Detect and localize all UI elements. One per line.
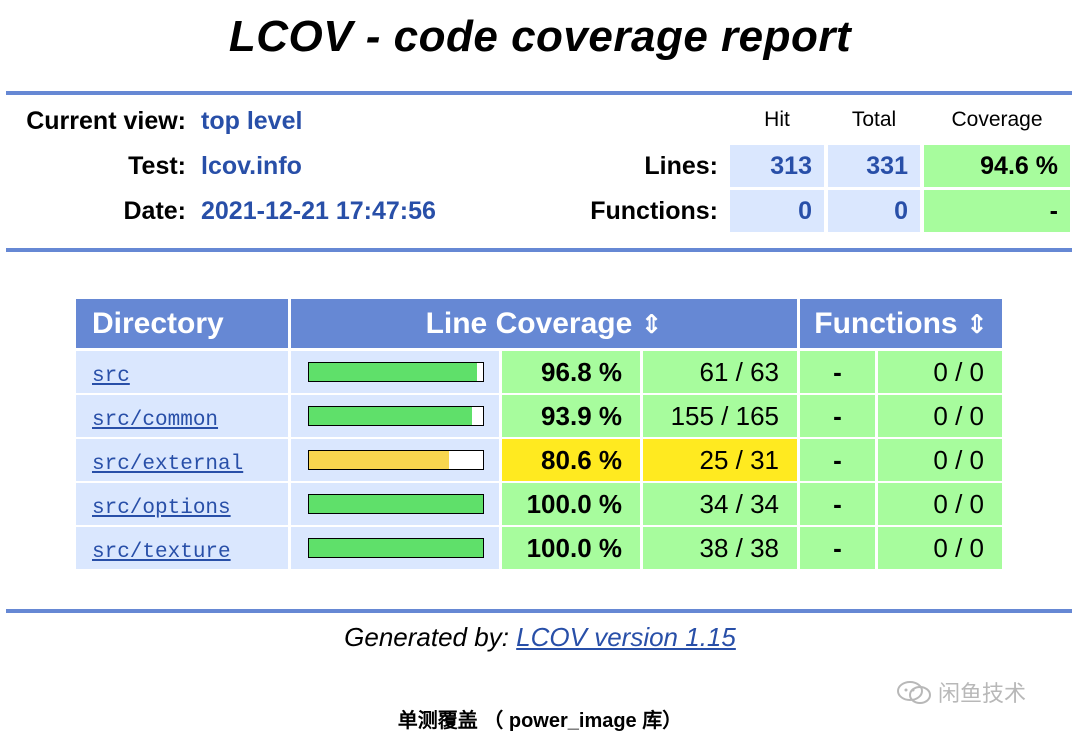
directory-link[interactable]: src/options <box>92 497 231 520</box>
summary-functions-coverage: - <box>924 190 1070 232</box>
test-value: lcov.info <box>201 152 302 180</box>
line-coverage-percent: 96.8 % <box>502 351 640 393</box>
directory-cell: src/external <box>76 439 288 481</box>
col-line-coverage-label: Line Coverage <box>425 307 633 340</box>
summary-lines-hit: 313 <box>730 145 824 187</box>
line-coverage-fraction: 155 / 165 <box>643 395 797 437</box>
function-coverage-rate: - <box>800 395 875 437</box>
line-coverage-percent: 100.0 % <box>502 483 640 525</box>
summary-lines-label: Lines: <box>644 152 718 180</box>
function-coverage-fraction: 0 / 0 <box>878 439 1002 481</box>
date-label: Date: <box>123 197 186 225</box>
page-title: LCOV - code coverage report <box>228 12 852 61</box>
coverage-bar-cell <box>291 483 499 525</box>
summary-col-coverage: Coverage <box>951 108 1043 131</box>
line-coverage-percent: 80.6 % <box>502 439 640 481</box>
col-directory-label: Directory <box>92 307 224 340</box>
line-coverage-fraction: 25 / 31 <box>643 439 797 481</box>
directory-cell: src/texture <box>76 527 288 569</box>
line-coverage-percent: 100.0 % <box>502 527 640 569</box>
directory-link[interactable]: src/common <box>92 409 219 432</box>
line-coverage-fraction: 38 / 38 <box>643 527 797 569</box>
directory-link[interactable]: src/external <box>92 453 244 476</box>
function-coverage-rate: - <box>800 351 875 393</box>
summary-functions-label: Functions: <box>590 197 718 225</box>
chat-bubble-icon <box>897 681 931 704</box>
caption: 单测覆盖 （ power_image 库） <box>397 710 683 732</box>
function-coverage-rate: - <box>800 439 875 481</box>
coverage-bar-fill <box>309 407 473 425</box>
function-coverage-fraction: 0 / 0 <box>878 527 1002 569</box>
function-coverage-fraction: 0 / 0 <box>878 483 1002 525</box>
coverage-bar <box>308 494 484 514</box>
directory-cell: src/options <box>76 483 288 525</box>
footer: Generated by: LCOV version 1.15 <box>0 622 1080 653</box>
function-coverage-rate: - <box>800 527 875 569</box>
coverage-bar-cell <box>291 395 499 437</box>
line-coverage-fraction: 34 / 34 <box>643 483 797 525</box>
coverage-bar <box>308 362 484 382</box>
test-label: Test: <box>128 152 186 180</box>
sort-icon[interactable]: ⇕ <box>965 309 988 339</box>
col-functions-label: Functions <box>814 307 958 340</box>
col-line-coverage[interactable]: Line Coverage ⇕ <box>291 299 797 348</box>
function-coverage-rate: - <box>800 483 875 525</box>
current-view-label: Current view: <box>26 107 186 135</box>
coverage-bar-fill <box>309 363 478 381</box>
date-value: 2021-12-21 17:47:56 <box>201 197 436 225</box>
line-coverage-fraction: 61 / 63 <box>643 351 797 393</box>
coverage-bar-fill <box>309 495 483 513</box>
generated-by-label: Generated by: <box>344 622 509 652</box>
watermark-text: 闲鱼技术 <box>938 681 1027 706</box>
coverage-bar-cell <box>291 527 499 569</box>
top-divider <box>6 91 1072 95</box>
coverage-bar-fill <box>309 451 450 469</box>
function-coverage-fraction: 0 / 0 <box>878 395 1002 437</box>
watermark: 闲鱼技术 <box>896 676 1026 708</box>
col-functions[interactable]: Functions ⇕ <box>800 299 1002 348</box>
directory-link[interactable]: src <box>92 365 130 388</box>
coverage-bar-cell <box>291 439 499 481</box>
footer-divider <box>6 609 1072 613</box>
directory-cell: src <box>76 351 288 393</box>
lcov-version-link[interactable]: LCOV version 1.15 <box>516 622 736 652</box>
coverage-bar <box>308 450 484 470</box>
directory-link[interactable]: src/texture <box>92 541 231 564</box>
summary-col-hit: Hit <box>764 108 790 131</box>
header-divider <box>6 248 1072 252</box>
sort-icon[interactable]: ⇕ <box>640 309 663 339</box>
summary-functions-total: 0 <box>828 190 920 232</box>
coverage-bar-fill <box>309 539 483 557</box>
coverage-bar <box>308 406 484 426</box>
summary-lines-total: 331 <box>828 145 920 187</box>
summary-lines-coverage: 94.6 % <box>924 145 1070 187</box>
summary-col-total: Total <box>851 108 897 131</box>
coverage-bar <box>308 538 484 558</box>
summary-functions-hit: 0 <box>730 190 824 232</box>
line-coverage-percent: 93.9 % <box>502 395 640 437</box>
current-view-value[interactable]: top level <box>201 107 303 135</box>
directory-cell: src/common <box>76 395 288 437</box>
function-coverage-fraction: 0 / 0 <box>878 351 1002 393</box>
col-directory: Directory <box>76 299 288 348</box>
coverage-bar-cell <box>291 351 499 393</box>
